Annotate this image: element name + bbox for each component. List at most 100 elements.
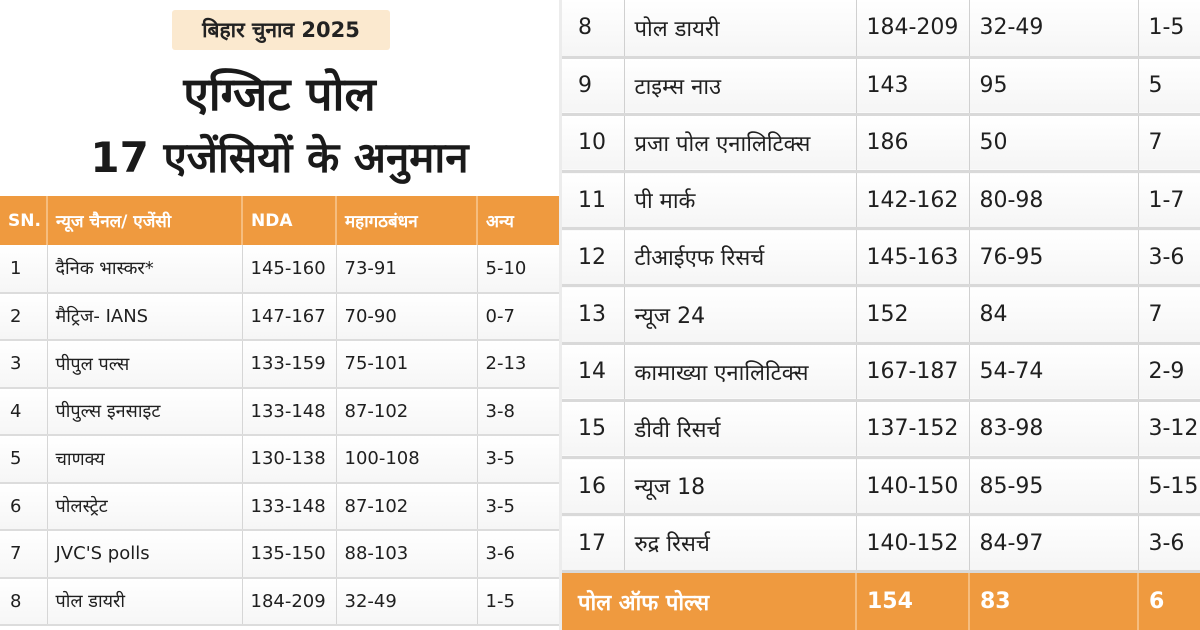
cell-mahagathbandhan: 73-91 <box>336 245 478 294</box>
cell-sn: 16 <box>562 457 625 517</box>
table-row: 8 पोल डायरी 184-209 32-49 1-5 <box>562 0 1200 59</box>
cell-nda: 140-152 <box>856 514 970 574</box>
cell-others: 1-7 <box>1138 171 1200 231</box>
cell-agency: प्रजा पोल एनालिटिक्स <box>624 114 857 174</box>
col-header-sn: SN. <box>0 196 48 245</box>
cell-sn: 4 <box>0 387 48 436</box>
cell-mahagathbandhan: 54-74 <box>969 343 1139 402</box>
cell-sn: 12 <box>562 228 625 288</box>
header-badge: बिहार चुनाव 2025 <box>172 10 390 50</box>
col-header-agency: न्यूज चैनल/ एजेंसी <box>47 196 243 245</box>
table-row: 16 न्यूज 18 140-150 85-95 5-15 <box>562 457 1200 517</box>
cell-mahagathbandhan: 84 <box>969 285 1139 345</box>
table-row: 15 डीवी रिसर्च 137-152 83-98 3-12 <box>562 400 1200 460</box>
cell-others: 3-5 <box>477 435 559 484</box>
right-panel: 8 पोल डायरी 184-209 32-49 1-5 9 टाइम्स नाउ 143 9… <box>562 0 1200 630</box>
cell-others: 3-6 <box>1138 514 1200 574</box>
panel-divider <box>559 0 562 630</box>
exit-poll-table-left: SN. न्यूज चैनल/ एजेंसी NDA महागठबंधन अन्… <box>0 196 559 626</box>
table-row: 7 JVC'S polls 135-150 88-103 3-6 <box>0 530 559 579</box>
cell-agency: पोलस्ट्रेट <box>47 482 243 531</box>
cell-agency: पोल डायरी <box>47 577 243 626</box>
poll-of-polls-row: पोल ऑफ पोल्स 154 83 6 <box>562 571 1200 630</box>
table-row: 17 रुद्र रिसर्च 140-152 84-97 3-6 <box>562 514 1200 574</box>
cell-mahagathbandhan: 85-95 <box>969 457 1139 517</box>
cell-agency: पीपुल्स इनसाइट <box>47 387 243 436</box>
cell-sn: 6 <box>0 482 48 531</box>
cell-agency: न्यूज 18 <box>624 457 857 517</box>
cell-mahagathbandhan: 70-90 <box>336 292 478 341</box>
col-header-others: अन्य <box>477 196 559 245</box>
cell-nda: 145-160 <box>242 245 337 294</box>
cell-agency: JVC'S polls <box>47 530 243 579</box>
cell-agency: पी मार्क <box>624 171 857 231</box>
cell-others: 7 <box>1138 114 1200 174</box>
cell-mahagathbandhan: 84-97 <box>969 514 1139 574</box>
cell-nda: 135-150 <box>242 530 337 579</box>
page-title: एग्जिट पोल <box>183 67 376 121</box>
cell-nda: 167-187 <box>856 343 970 402</box>
table-header-row: SN. न्यूज चैनल/ एजेंसी NDA महागठबंधन अन्… <box>0 196 559 245</box>
cell-nda: 142-162 <box>856 171 970 231</box>
cell-mahagathbandhan: 32-49 <box>969 0 1139 59</box>
cell-agency: पोल डायरी <box>624 0 857 59</box>
total-mahagathbandhan: 83 <box>969 571 1139 630</box>
cell-nda: 137-152 <box>856 400 970 460</box>
cell-nda: 133-148 <box>242 387 337 436</box>
cell-sn: 15 <box>562 400 625 460</box>
cell-sn: 1 <box>0 245 48 294</box>
cell-others: 3-8 <box>477 387 559 436</box>
total-others: 6 <box>1138 571 1200 630</box>
col-header-mahagathbandhan: महागठबंधन <box>336 196 478 245</box>
cell-others: 5 <box>1138 57 1200 116</box>
cell-mahagathbandhan: 76-95 <box>969 228 1139 288</box>
exit-poll-table-right: 8 पोल डायरी 184-209 32-49 1-5 9 टाइम्स नाउ 143 9… <box>562 0 1200 630</box>
cell-mahagathbandhan: 87-102 <box>336 387 478 436</box>
cell-sn: 3 <box>0 340 48 389</box>
cell-nda: 184-209 <box>242 577 337 626</box>
table-row: 11 पी मार्क 142-162 80-98 1-7 <box>562 171 1200 231</box>
cell-sn: 11 <box>562 171 625 231</box>
cell-sn: 8 <box>0 577 48 626</box>
cell-mahagathbandhan: 75-101 <box>336 340 478 389</box>
cell-nda: 133-159 <box>242 340 337 389</box>
cell-mahagathbandhan: 88-103 <box>336 530 478 579</box>
cell-mahagathbandhan: 83-98 <box>969 400 1139 460</box>
table-row: 12 टीआईएफ रिसर्च 145-163 76-95 3-6 <box>562 228 1200 288</box>
cell-others: 2-13 <box>477 340 559 389</box>
table-row: 9 टाइम्स नाउ 143 95 5 <box>562 57 1200 116</box>
cell-nda: 143 <box>856 57 970 116</box>
cell-others: 3-12 <box>1138 400 1200 460</box>
cell-others: 2-9 <box>1138 343 1200 402</box>
cell-others: 5-15 <box>1138 457 1200 517</box>
cell-nda: 130-138 <box>242 435 337 484</box>
cell-others: 1-5 <box>1138 0 1200 59</box>
cell-sn: 5 <box>0 435 48 484</box>
table-row: 4 पीपुल्स इनसाइट 133-148 87-102 3-8 <box>0 387 559 436</box>
cell-agency: डीवी रिसर्च <box>624 400 857 460</box>
cell-agency: रुद्र रिसर्च <box>624 514 857 574</box>
cell-sn: 2 <box>0 292 48 341</box>
total-label: पोल ऑफ पोल्स <box>562 571 857 630</box>
table-row: 1 दैनिक भास्कर* 145-160 73-91 5-10 <box>0 245 559 294</box>
cell-others: 5-10 <box>477 245 559 294</box>
cell-others: 0-7 <box>477 292 559 341</box>
total-nda: 154 <box>856 571 970 630</box>
cell-nda: 186 <box>856 114 970 174</box>
page-subtitle: 17 एजेंसियों के अनुमान <box>90 133 469 182</box>
cell-agency: पीपुल पल्स <box>47 340 243 389</box>
cell-others: 7 <box>1138 285 1200 345</box>
cell-mahagathbandhan: 95 <box>969 57 1139 116</box>
table-row: 6 पोलस्ट्रेट 133-148 87-102 3-5 <box>0 482 559 531</box>
cell-others: 3-5 <box>477 482 559 531</box>
cell-mahagathbandhan: 50 <box>969 114 1139 174</box>
cell-others: 1-5 <box>477 577 559 626</box>
cell-others: 3-6 <box>1138 228 1200 288</box>
cell-nda: 133-148 <box>242 482 337 531</box>
table-row: 14 कामाख्या एनालिटिक्स 167-187 54-74 2-9 <box>562 343 1200 402</box>
table-row: 8 पोल डायरी 184-209 32-49 1-5 <box>0 577 559 626</box>
cell-nda: 184-209 <box>856 0 970 59</box>
cell-others: 3-6 <box>477 530 559 579</box>
cell-nda: 140-150 <box>856 457 970 517</box>
cell-agency: चाणक्य <box>47 435 243 484</box>
